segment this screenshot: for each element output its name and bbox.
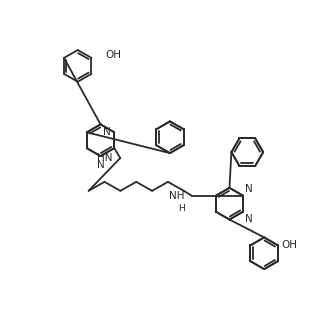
Text: N: N <box>103 127 110 137</box>
Text: H: H <box>178 204 185 213</box>
Text: HN: HN <box>97 153 112 163</box>
Text: OH: OH <box>105 50 121 60</box>
Text: NH: NH <box>169 191 185 201</box>
Text: N: N <box>245 184 253 194</box>
Text: OH: OH <box>282 240 298 250</box>
Text: N: N <box>245 214 253 223</box>
Text: N: N <box>97 160 104 170</box>
